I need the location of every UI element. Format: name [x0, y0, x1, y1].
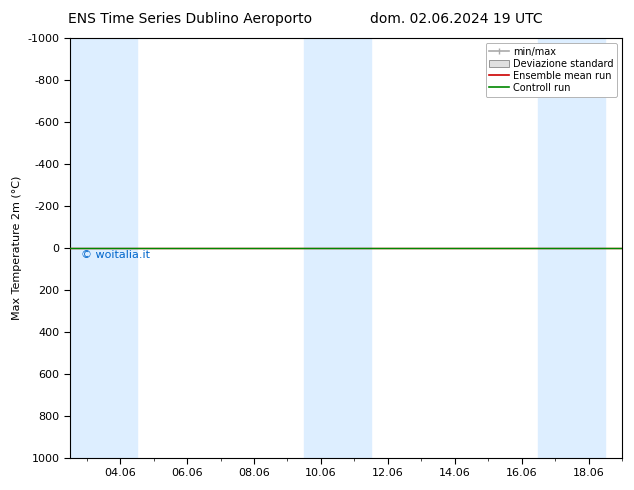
Legend: min/max, Deviazione standard, Ensemble mean run, Controll run: min/max, Deviazione standard, Ensemble m…	[486, 43, 617, 97]
Bar	[70, 38, 137, 458]
Bar	[538, 38, 605, 458]
Bar	[304, 38, 371, 458]
Text: © woitalia.it: © woitalia.it	[81, 250, 150, 260]
Y-axis label: Max Temperature 2m (°C): Max Temperature 2m (°C)	[12, 175, 22, 320]
Text: ENS Time Series Dublino Aeroporto: ENS Time Series Dublino Aeroporto	[68, 12, 313, 26]
Text: dom. 02.06.2024 19 UTC: dom. 02.06.2024 19 UTC	[370, 12, 543, 26]
